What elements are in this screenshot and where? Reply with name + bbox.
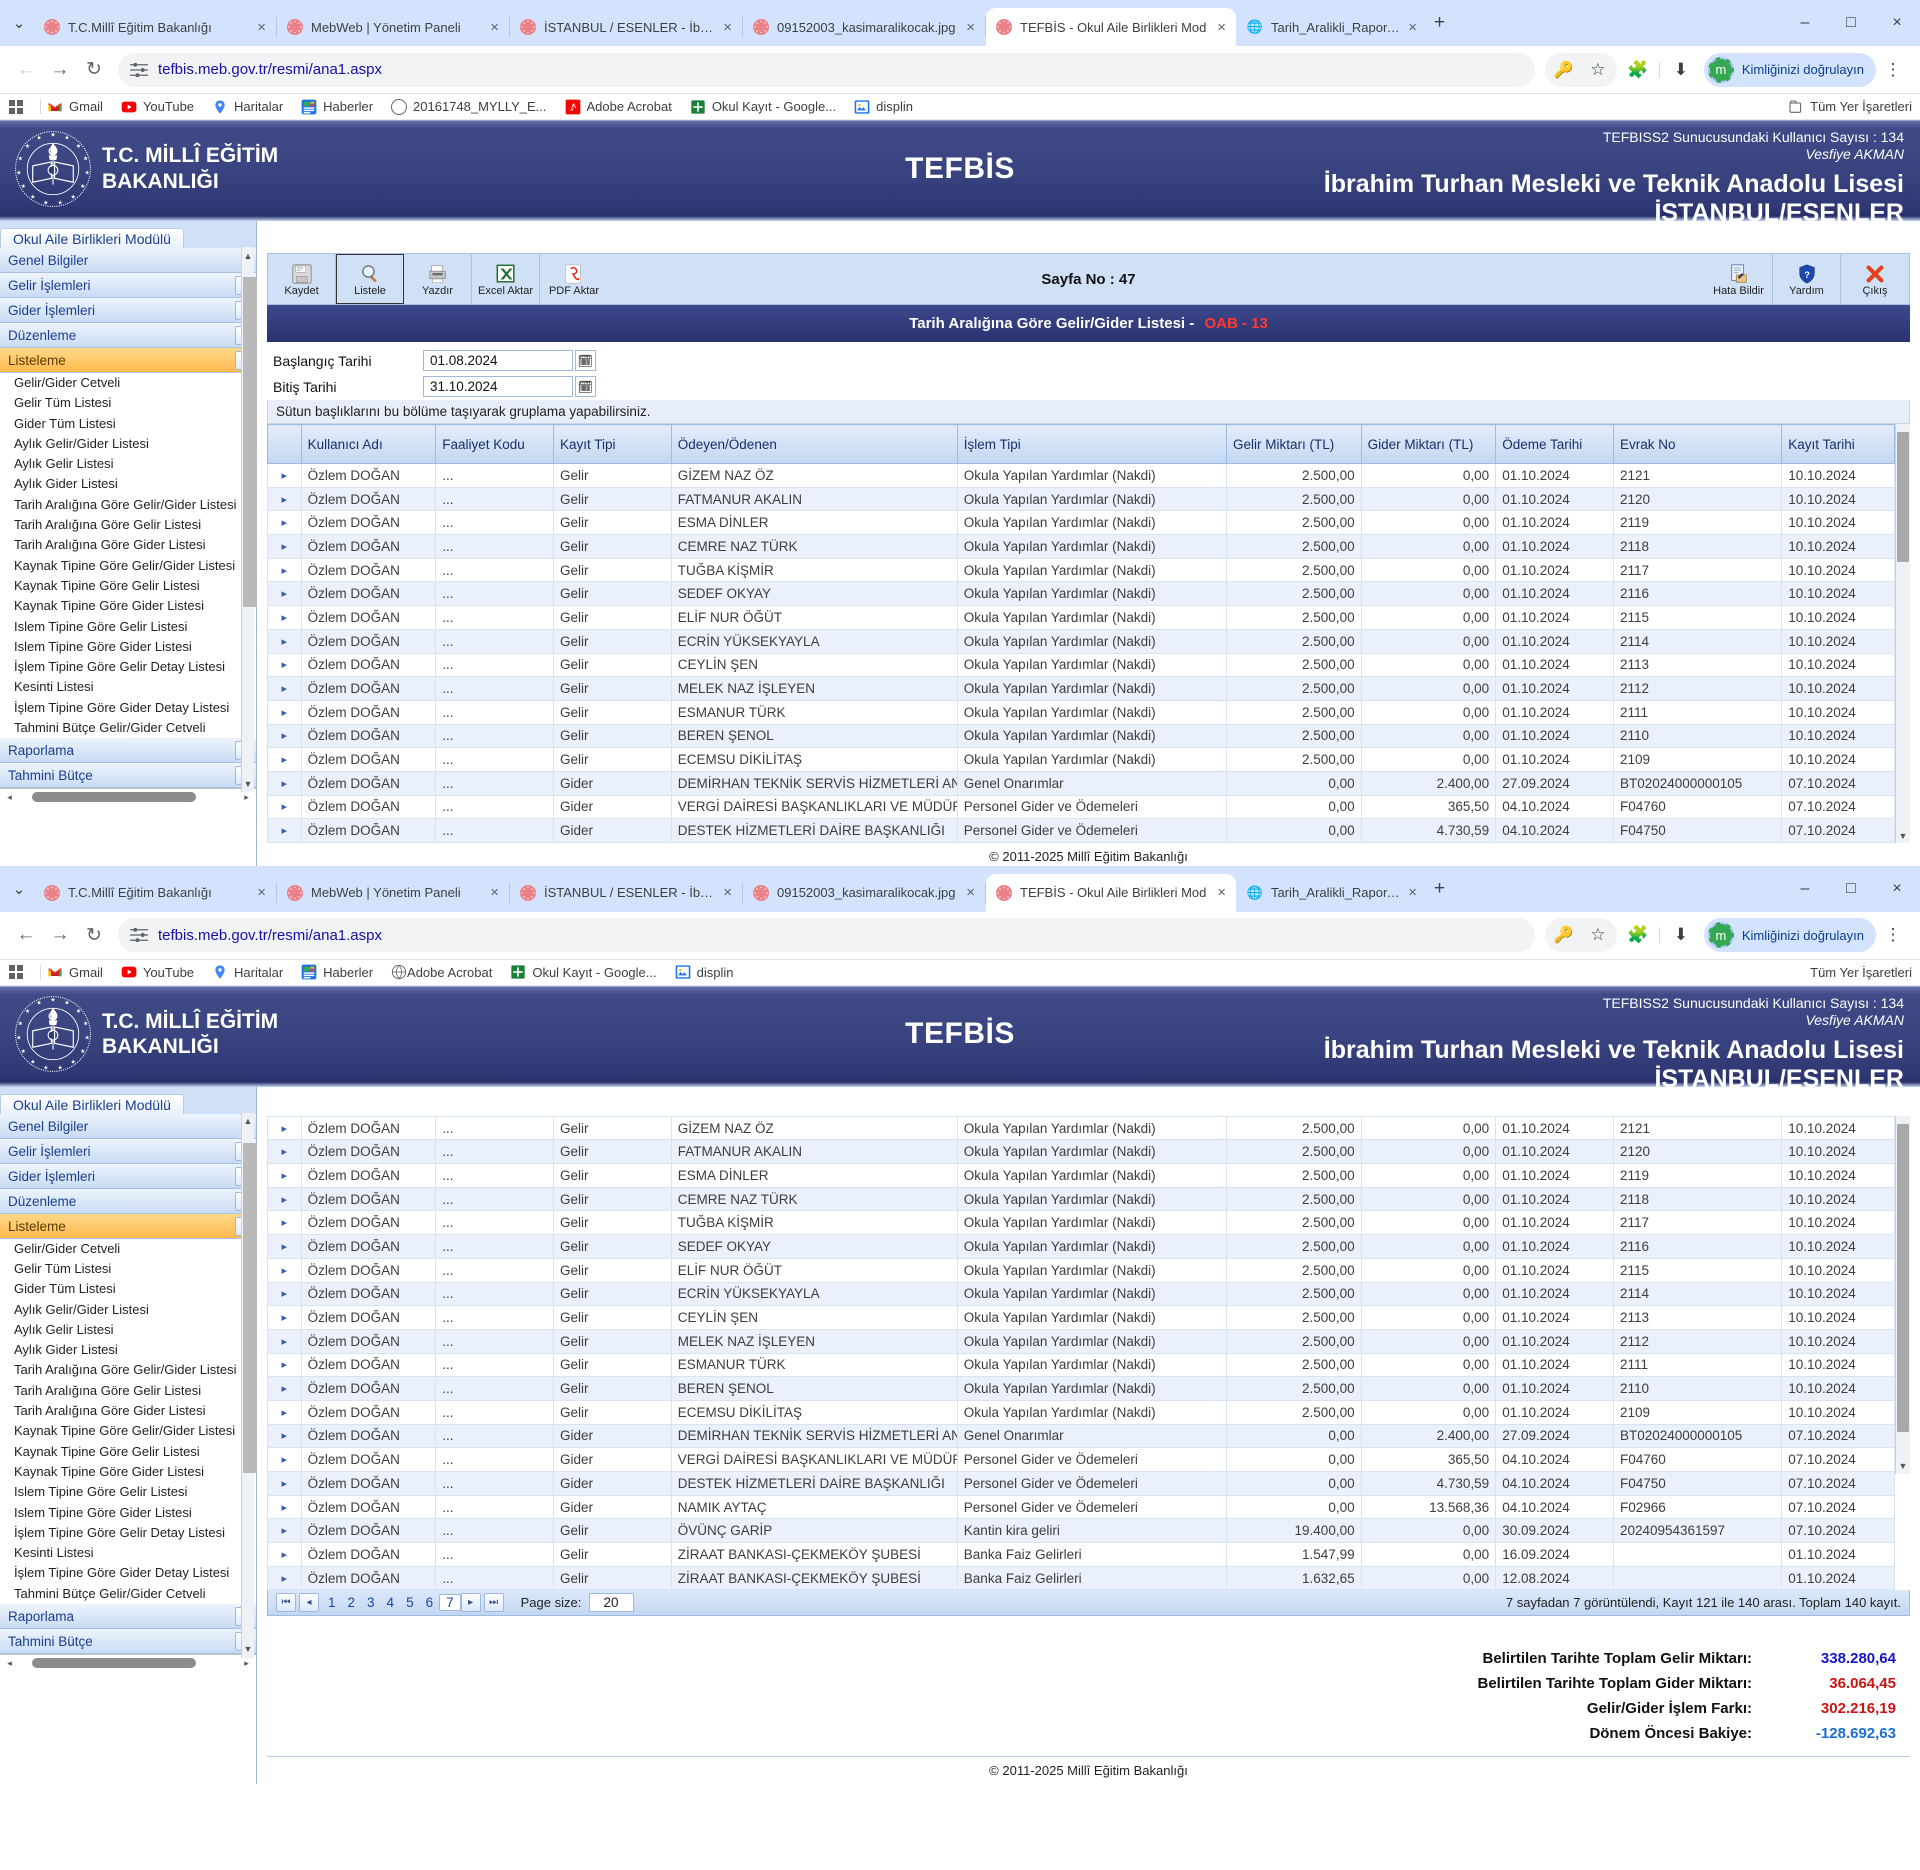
- svg-text:?: ?: [1804, 270, 1810, 280]
